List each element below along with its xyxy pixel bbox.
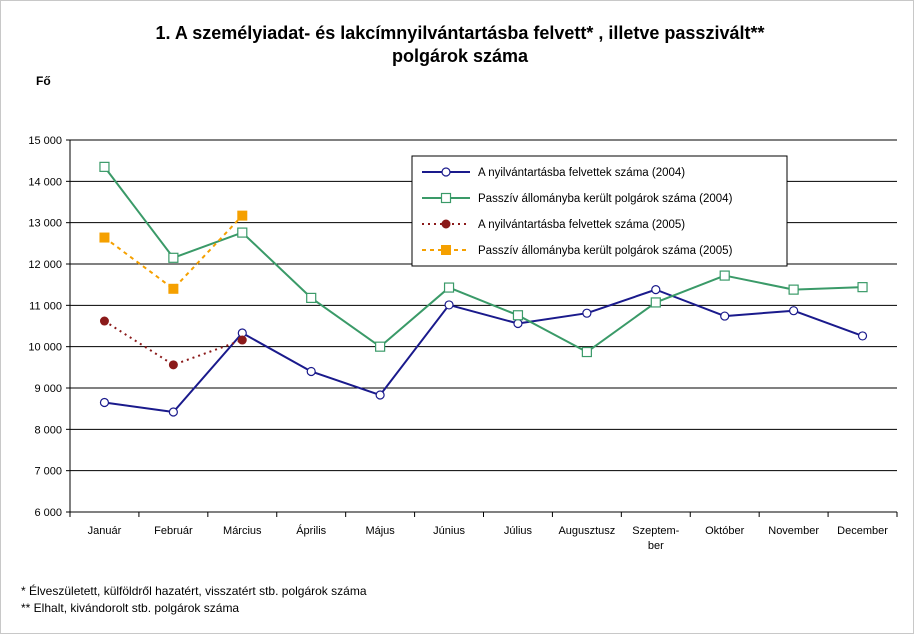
series-line-1 <box>104 288 863 413</box>
series-1-point <box>99 397 110 408</box>
legend-marker-1 <box>441 167 451 177</box>
series-1-point <box>651 285 661 295</box>
x-tick-label: Január <box>88 525 122 537</box>
series-3-point <box>237 335 247 345</box>
y-tick-label: 14 000 <box>28 176 62 188</box>
y-tick-label: 12 000 <box>28 259 62 271</box>
series-line-4 <box>103 214 244 290</box>
series-1-point <box>720 311 730 321</box>
y-tick-label: 13 000 <box>28 218 62 230</box>
series-2-point <box>306 292 317 303</box>
legend-label-3: A nyilvántartásba felvettek száma (2005) <box>478 219 685 231</box>
legend-marker-2 <box>440 192 452 204</box>
y-tick-label: 7 000 <box>34 466 62 478</box>
series-2-point <box>237 227 248 238</box>
footnote-1: * Élveszületett, külföldről hazatért, vi… <box>21 584 367 598</box>
series-1-point <box>513 318 523 329</box>
y-axis-unit-label: Fő <box>36 74 51 88</box>
series-1-point <box>857 331 868 341</box>
series-4-point <box>168 283 179 294</box>
legend-label-4: Passzív állományba került polgárok száma… <box>478 245 733 257</box>
series-1-point <box>789 306 799 316</box>
series-2-point <box>857 282 868 293</box>
series-3-point <box>168 360 178 370</box>
series-2-point <box>512 310 524 321</box>
y-tick-label: 8 000 <box>34 424 62 436</box>
footnote-2: ** Elhalt, kivándorolt stb. polgárok szá… <box>21 601 240 615</box>
series-2-point <box>650 297 661 308</box>
y-tick-label: 15 000 <box>28 135 62 147</box>
y-tick-label: 11 000 <box>29 300 62 312</box>
series-3-point <box>99 316 109 326</box>
x-tick-label: Szeptem- <box>632 525 679 537</box>
legend-label-1: A nyilvántartásba felvettek száma (2004) <box>478 167 685 179</box>
x-tick-label: Február <box>154 525 193 537</box>
series-1-point <box>168 407 178 417</box>
y-tick-label: 10 000 <box>28 342 62 354</box>
series-4-point <box>99 232 110 243</box>
x-tick-label: Június <box>433 525 465 537</box>
x-tick-label: Május <box>365 525 395 537</box>
y-tick-label: 6 000 <box>34 507 62 519</box>
series-line-2 <box>103 166 863 354</box>
legend-marker-3 <box>441 219 451 229</box>
chart-title-line2: polgárok száma <box>391 46 529 66</box>
footnotes: * Élveszületett, külföldről hazatért, vi… <box>21 583 367 617</box>
x-tick-label: Április <box>296 524 326 537</box>
series-4-point <box>237 210 248 221</box>
x-tick-label: December <box>837 525 888 537</box>
x-tick-label: Augusztusz <box>558 525 615 537</box>
chart-title-line1: 1. A személyiadat- és lakcímnyilvántartá… <box>155 23 765 43</box>
series-2-point <box>581 346 592 358</box>
series-2-point <box>99 161 110 172</box>
series-1-point <box>375 390 385 400</box>
legend-label-2: Passzív állományba került polgárok száma… <box>478 193 733 205</box>
x-tick-label: ber <box>648 540 664 552</box>
series-1-point <box>444 300 454 310</box>
x-tick-label: Október <box>705 525 744 537</box>
series-2-point <box>168 252 179 263</box>
series-1-point <box>306 366 316 377</box>
legend-marker-4 <box>441 245 451 255</box>
series-2-point <box>375 341 386 352</box>
series-2-point <box>443 282 455 293</box>
x-tick-label: November <box>768 525 819 537</box>
x-tick-label: Március <box>223 525 262 537</box>
series-2-point <box>788 284 799 295</box>
series-1-point <box>582 308 592 318</box>
series-2-point <box>719 270 730 281</box>
legend-box <box>411 155 788 267</box>
x-tick-label: Július <box>504 525 533 537</box>
y-tick-label: 9 000 <box>34 383 62 395</box>
chart-title: 1. A személyiadat- és lakcímnyilvántartá… <box>60 22 860 68</box>
